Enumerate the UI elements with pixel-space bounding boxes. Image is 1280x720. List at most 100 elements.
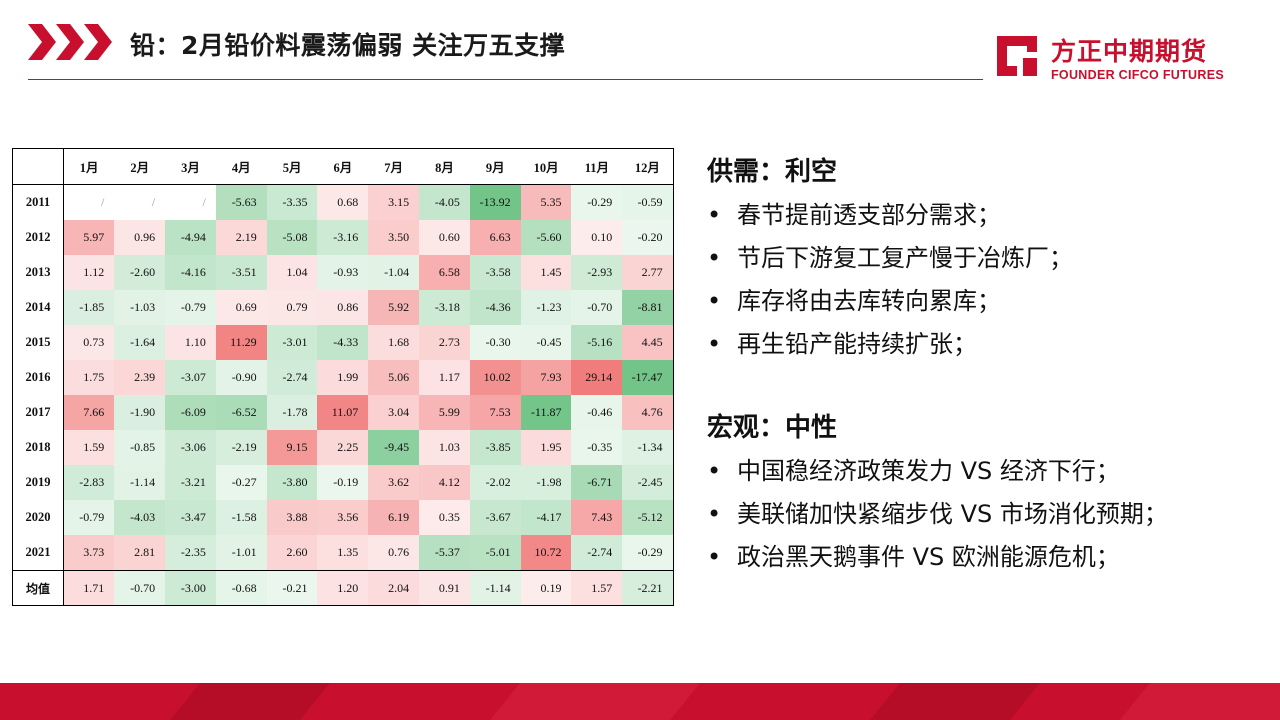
value-cell: -5.01 (469, 535, 521, 571)
value-cell: -0.85 (114, 430, 166, 465)
value-cell: 9.15 (266, 430, 318, 465)
table-row: 2017 7.66 -1.90 -6.09 -6.52 -1.78 11.07 3.04 5.9… (12, 395, 674, 430)
value-cell: / (202, 195, 206, 209)
value-cell: -1.90 (114, 395, 166, 430)
list-item: • 节后下游复工复产慢于冶炼厂； (707, 237, 1267, 280)
value-cell: 6.58 (419, 255, 470, 290)
value-cell: -3.01 (266, 325, 318, 360)
value-cell: -0.90 (215, 360, 267, 395)
value-cell: 0.73 (63, 325, 115, 360)
value-cell: 11.07 (317, 395, 369, 430)
value-cell: -1.04 (368, 255, 420, 290)
value-cell: -0.59 (622, 184, 674, 220)
value-cell: 1.10 (165, 325, 216, 360)
value-cell: -4.05 (419, 184, 470, 220)
value-cell: 1.17 (419, 360, 470, 395)
value-cell: 1.03 (419, 430, 470, 465)
value-cell: 4.45 (622, 325, 674, 360)
row-label-cell: 2012 (12, 220, 64, 255)
value-cell: 2.81 (114, 535, 166, 571)
value-cell: 1.99 (317, 360, 369, 395)
table-body: 2011 / / / -5.63 -3.35 0.68 3.15 -4.05 -13.92 5.35… (12, 184, 674, 606)
value-cell: -0.45 (520, 325, 572, 360)
value-cell: -3.85 (469, 430, 521, 465)
value-cell: -4.33 (317, 325, 369, 360)
bullet-icon: • (707, 500, 722, 528)
value-cell: -2.74 (266, 360, 318, 395)
month-header-cell: 5月 (266, 148, 318, 185)
bullet-icon: • (707, 543, 722, 571)
month-header-cell: 3月 (165, 148, 216, 185)
bullet-icon: • (707, 287, 722, 315)
value-cell: -0.29 (571, 184, 623, 220)
value-cell: -0.46 (571, 395, 623, 430)
value-cell: 7.53 (469, 395, 521, 430)
value-cell: -0.29 (622, 535, 674, 571)
value-cell: 0.79 (266, 290, 318, 325)
row-label-cell: 2019 (12, 465, 64, 500)
value-cell: 29.14 (571, 360, 623, 395)
value-cell: -2.35 (165, 535, 216, 571)
value-cell: -11.87 (520, 395, 572, 430)
value-cell: -1.01 (215, 535, 267, 571)
value-cell: 3.88 (266, 500, 318, 535)
value-cell: 2.19 (215, 220, 267, 255)
value-cell: 1.68 (368, 325, 420, 360)
value-cell: -0.20 (622, 220, 674, 255)
value-cell: 0.68 (317, 184, 369, 220)
month-header-cell: 4月 (215, 148, 267, 185)
value-cell: 1.45 (520, 255, 572, 290)
list-item: • 再生铅产能持续扩张； (707, 323, 1267, 366)
value-cell: -3.16 (317, 220, 369, 255)
value-cell: 3.04 (368, 395, 420, 430)
value-cell: 0.69 (215, 290, 267, 325)
month-header-cell: 11月 (571, 148, 623, 185)
value-cell: -6.09 (165, 395, 216, 430)
list-item: • 库存将由去库转向累库； (707, 280, 1267, 323)
value-cell: -1.14 (469, 570, 521, 606)
logo-chinese-name: 方正中期期货 (1051, 37, 1208, 66)
value-cell: 5.92 (368, 290, 420, 325)
value-cell: 1.95 (520, 430, 572, 465)
bullet-icon: • (707, 201, 722, 229)
value-cell: -17.47 (622, 360, 674, 395)
value-cell: -5.16 (571, 325, 623, 360)
row-label-cell: 2016 (12, 360, 64, 395)
value-cell: -3.00 (165, 570, 216, 606)
value-cell: 1.57 (571, 570, 623, 606)
bullet-text: 春节提前透支部分需求； (737, 201, 1001, 229)
value-cell: -1.23 (520, 290, 572, 325)
row-label-cell: 均值 (12, 570, 64, 606)
bullet-text: 中国稳经济政策发力 VS 经济下行； (737, 457, 1120, 485)
company-logo: 方正中期期货 FOUNDER CIFCO FUTURES (993, 30, 1253, 86)
section-spacer (707, 366, 1267, 406)
value-cell: -3.35 (266, 184, 318, 220)
value-cell: -3.06 (165, 430, 216, 465)
value-cell: -1.78 (266, 395, 318, 430)
value-cell: 0.19 (520, 570, 572, 606)
value-cell: 2.04 (368, 570, 420, 606)
value-cell: 0.76 (368, 535, 420, 571)
value-cell: -3.47 (165, 500, 216, 535)
value-cell: 1.20 (317, 570, 369, 606)
value-cell: 0.35 (419, 500, 470, 535)
title-divider (28, 79, 983, 80)
value-cell: 1.71 (63, 570, 115, 606)
value-cell: 7.43 (571, 500, 623, 535)
value-cell: -9.45 (368, 430, 420, 465)
value-cell: 1.59 (63, 430, 115, 465)
row-label-cell: 2020 (12, 500, 64, 535)
value-cell: -5.60 (520, 220, 572, 255)
value-cell: -2.83 (63, 465, 115, 500)
logo-english-name: FOUNDER CIFCO FUTURES (1051, 68, 1224, 82)
table-header-row: 1月 2月 3月 4月 5月 6月 7月 8月 9月 10月 11月 12月 (12, 148, 674, 185)
value-cell: -0.70 (114, 570, 166, 606)
row-label-cell: 2018 (12, 430, 64, 465)
value-cell: -1.58 (215, 500, 267, 535)
value-cell: -1.64 (114, 325, 166, 360)
macro-heading: 宏观：中性 (707, 413, 838, 443)
list-item: • 美联储加快紧缩步伐 VS 市场消化预期； (707, 493, 1267, 536)
value-cell: -1.98 (520, 465, 572, 500)
value-cell: 0.91 (419, 570, 470, 606)
value-cell: -1.03 (114, 290, 166, 325)
